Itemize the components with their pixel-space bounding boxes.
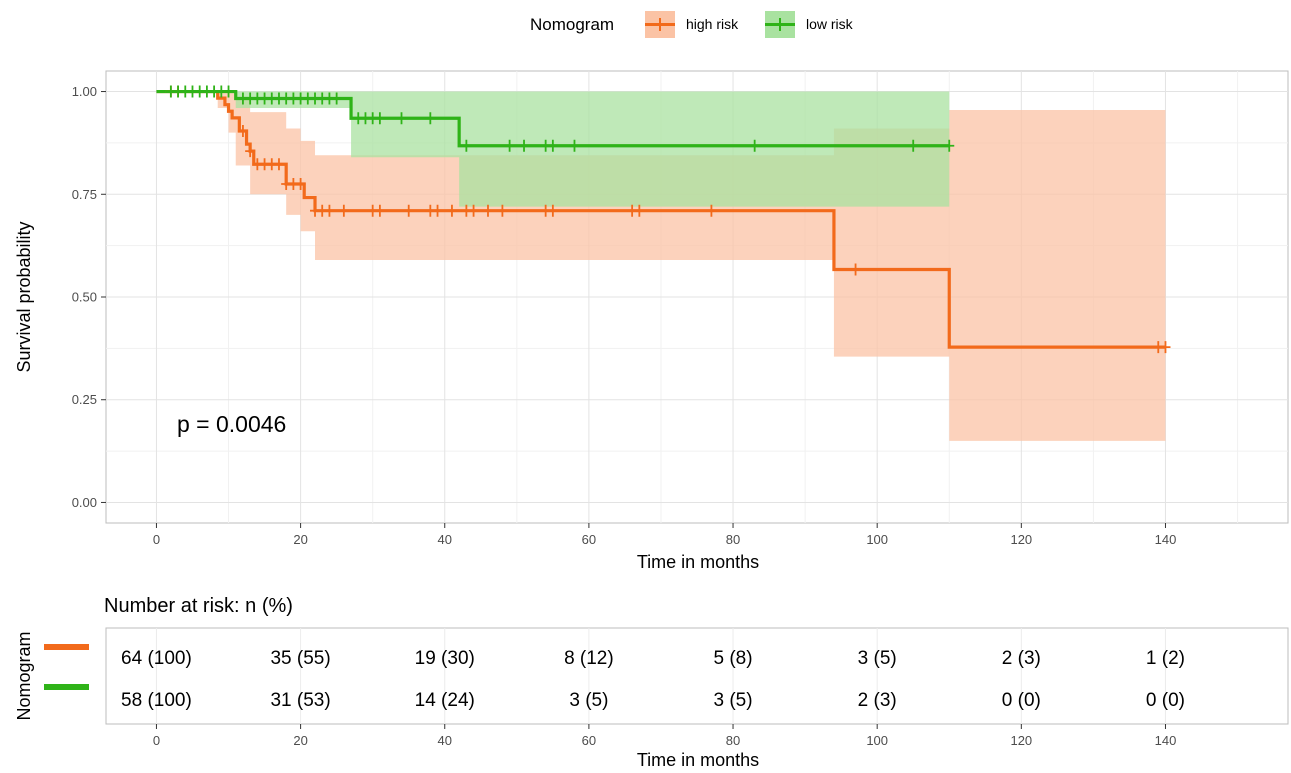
table-x-tick-label: 60 [582, 733, 596, 748]
table-x-tick-label: 100 [866, 733, 888, 748]
p-value-annotation: p = 0.0046 [177, 411, 286, 437]
survival-plot: 0.000.250.500.751.00 0 20 40 60 80 100 120 140 … [14, 70, 1289, 572]
x-axis-title: Time in months [637, 552, 759, 572]
censor-mark-high-risk [482, 204, 493, 217]
y-axis-ticks: 0.00 0.25 0.50 0.75 1.00 [72, 84, 106, 510]
risk-table-x-ticks: 0 20 40 60 80 100 120 140 [153, 724, 1176, 748]
table-x-tick-label: 120 [1010, 733, 1032, 748]
censor-mark-high-risk [468, 204, 479, 217]
y-axis-title: Survival probability [14, 221, 34, 372]
censor-mark-low-risk [519, 139, 530, 152]
legend-label-high-risk: high risk [686, 16, 739, 32]
censor-mark-low-risk [396, 112, 407, 125]
risk-cell-low-risk: 58 (100) [121, 690, 192, 711]
censor-mark-high-risk [432, 204, 443, 217]
censor-mark-low-risk [504, 139, 515, 152]
censor-mark-high-risk [237, 124, 248, 137]
risk-table-x-title: Time in months [637, 750, 759, 770]
table-x-tick-label: 140 [1155, 733, 1177, 748]
censor-mark-low-risk [944, 139, 955, 152]
x-tick-label: 0 [153, 532, 160, 547]
censor-mark-high-risk [547, 204, 558, 217]
table-x-tick-label: 40 [438, 733, 452, 748]
risk-cell-low-risk: 3 (5) [569, 690, 608, 711]
risk-cell-low-risk: 14 (24) [415, 690, 475, 711]
censor-mark-low-risk [908, 139, 919, 152]
risk-table-panel [105, 627, 1289, 725]
censor-mark-high-risk [497, 204, 508, 217]
risk-cell-low-risk: 31 (53) [270, 690, 330, 711]
censor-mark-high-risk [706, 204, 717, 217]
censor-mark-low-risk [223, 85, 234, 98]
risk-cell-low-risk: 2 (3) [858, 690, 897, 711]
risk-table-title: Number at risk: n (%) [104, 595, 293, 617]
censor-mark-low-risk [569, 139, 580, 152]
risk-cell-low-risk: 0 (0) [1002, 690, 1041, 711]
risk-cell-high-risk: 5 (8) [713, 648, 752, 669]
censor-mark-high-risk [1160, 341, 1171, 354]
risk-cell-low-risk: 0 (0) [1146, 690, 1185, 711]
risk-cell-low-risk: 3 (5) [713, 690, 752, 711]
censor-mark-high-risk [634, 204, 645, 217]
x-axis-ticks: 0 20 40 60 80 100 120 140 [153, 523, 1176, 547]
x-tick-label: 100 [866, 532, 888, 547]
legend: Nomogram high risk low risk [530, 11, 854, 38]
censor-mark-high-risk [273, 158, 284, 171]
y-tick-label: 0.25 [72, 392, 97, 407]
censor-mark-high-risk [446, 204, 457, 217]
risk-cell-high-risk: 3 (5) [858, 648, 897, 669]
legend-title: Nomogram [530, 15, 614, 34]
x-tick-label: 60 [582, 532, 596, 547]
x-tick-label: 140 [1155, 532, 1177, 547]
censor-mark-high-risk [324, 204, 335, 217]
survival-curve-low-risk [156, 89, 950, 148]
x-tick-label: 40 [438, 532, 452, 547]
risk-table-grid [155, 628, 1166, 724]
y-tick-label: 0.75 [72, 187, 97, 202]
risk-cell-high-risk: 64 (100) [121, 648, 192, 669]
risk-cell-high-risk: 1 (2) [1146, 648, 1185, 669]
censor-mark-high-risk [374, 204, 385, 217]
censor-mark-low-risk [547, 139, 558, 152]
x-tick-label: 80 [726, 532, 740, 547]
censor-mark-high-risk [295, 178, 306, 190]
legend-label-low-risk: low risk [806, 16, 854, 32]
risk-cell-high-risk: 19 (30) [415, 648, 475, 669]
risk-table-cells: 64 (100) 35 (55) 19 (30) 8 (12) 5 (8) 3 (5) 2 … [121, 648, 1185, 711]
risk-cell-high-risk: 2 (3) [1002, 648, 1041, 669]
y-tick-label: 0.00 [72, 495, 97, 510]
risk-table: Number at risk: n (%) Nomogram 64 (100) 3… [14, 595, 1289, 770]
x-tick-label: 120 [1010, 532, 1032, 547]
censor-mark-low-risk [749, 139, 760, 152]
censor-mark-low-risk [331, 92, 342, 105]
table-x-tick-label: 80 [726, 733, 740, 748]
risk-cell-high-risk: 8 (12) [564, 648, 614, 669]
y-tick-label: 0.50 [72, 290, 97, 305]
censor-marks [165, 85, 1171, 354]
table-x-tick-label: 20 [293, 733, 307, 748]
censor-mark-low-risk [461, 139, 472, 152]
censor-mark-high-risk [245, 145, 256, 158]
risk-cell-high-risk: 35 (55) [270, 648, 330, 669]
censor-mark-high-risk [403, 204, 414, 217]
table-x-tick-label: 0 [153, 733, 160, 748]
censor-mark-high-risk [338, 204, 349, 217]
y-tick-label: 1.00 [72, 84, 97, 99]
x-tick-label: 20 [293, 532, 307, 547]
censor-mark-low-risk [374, 112, 385, 125]
risk-table-y-title: Nomogram [14, 631, 34, 720]
censor-mark-high-risk [850, 263, 861, 276]
censor-mark-low-risk [425, 112, 436, 125]
